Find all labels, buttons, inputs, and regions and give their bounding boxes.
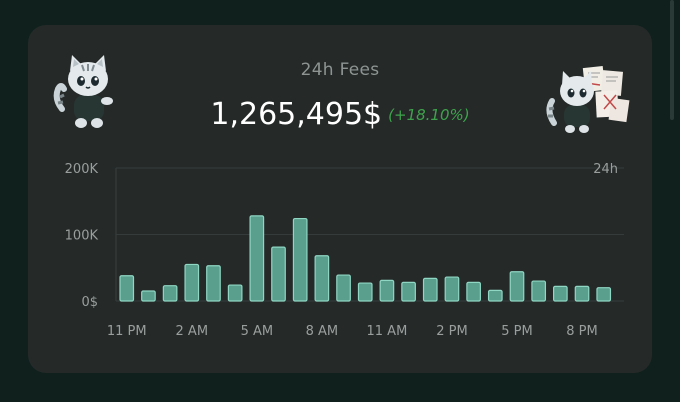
bar [249, 215, 265, 302]
bar [206, 265, 221, 302]
fees-change: (+18.10%) [388, 106, 470, 124]
bar [184, 263, 200, 302]
bar [357, 282, 373, 302]
x-tick-label: 11 AM [367, 324, 408, 339]
bar [271, 246, 286, 302]
bar [574, 285, 590, 302]
y-tick-label: 200K [65, 162, 99, 177]
scrollbar-thumb[interactable] [670, 0, 674, 120]
fees-bar-chart: 0$ 100K 200K 24h 11 PM 2 AM 5 AM 8 AM 11 AM 2 PM 5… [28, 25, 652, 373]
bar [292, 217, 308, 302]
fees-card: 24h Fees 1,265,495$ (+18.10%) 0$ 100K 200K 2… [28, 25, 652, 373]
bar [422, 277, 438, 302]
cat-mascot-icon [52, 53, 126, 131]
fees-total: 1,265,495$ (+18.10%) [28, 97, 652, 132]
bar [552, 285, 568, 302]
bar [379, 279, 395, 302]
bar [314, 255, 330, 302]
x-tick-label: 8 PM [566, 324, 597, 339]
y-tick-label: 100K [65, 229, 99, 244]
x-tick-label: 11 PM [107, 324, 147, 339]
period-label: 24h [593, 162, 618, 177]
bar [509, 271, 525, 302]
bar [401, 281, 416, 302]
bar [162, 285, 178, 302]
x-tick-label: 2 PM [436, 324, 467, 339]
bar [141, 290, 156, 302]
bar [227, 284, 243, 302]
bar [466, 281, 481, 302]
bar [119, 275, 135, 302]
bar [336, 274, 351, 302]
x-tick-label: 5 AM [241, 324, 274, 339]
bar [531, 280, 547, 302]
bar [444, 276, 460, 302]
cat-mascot-with-papers-icon [544, 65, 630, 135]
x-tick-label: 8 AM [306, 324, 339, 339]
x-tick-label: 5 PM [501, 324, 532, 339]
y-tick-label: 0$ [81, 295, 98, 310]
x-tick-label: 2 AM [176, 324, 209, 339]
chart-title: 24h Fees [300, 60, 380, 80]
fees-amount: 1,265,495$ [210, 97, 383, 132]
bar [487, 289, 503, 302]
bar [596, 287, 612, 302]
